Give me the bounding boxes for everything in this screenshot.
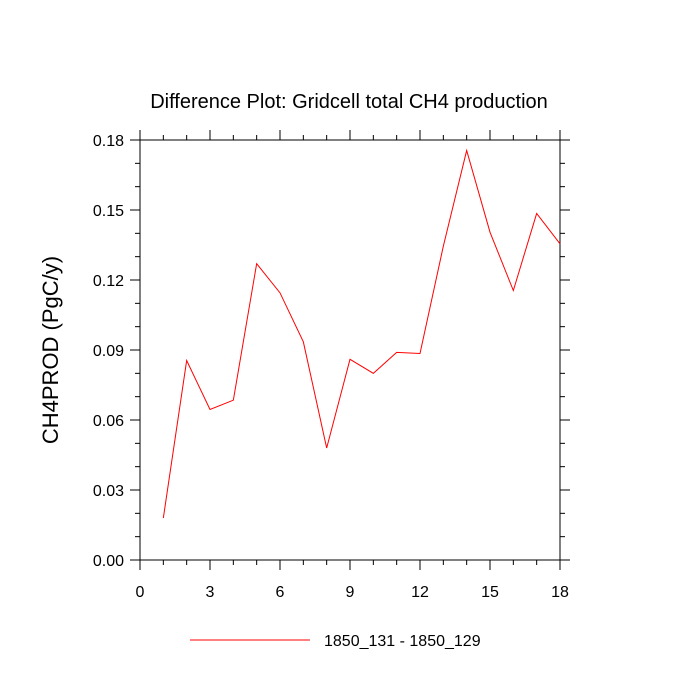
x-tick-label: 12 [411, 584, 429, 601]
x-tick-label: 6 [276, 584, 285, 601]
series-line [162, 148, 561, 519]
y-tick-label: 0.09 [93, 343, 124, 360]
x-tick-label: 3 [206, 584, 215, 601]
y-tick-label: 0.18 [93, 133, 124, 150]
y-tick-label: 0.03 [93, 483, 124, 500]
x-tick-label: 9 [346, 584, 355, 601]
x-tick-label: 0 [136, 584, 145, 601]
y-tick-label: 0.15 [93, 203, 124, 220]
x-tick-label: 15 [481, 584, 499, 601]
plot-frame [139, 139, 561, 561]
x-tick-label: 18 [551, 584, 569, 601]
y-axis-label: CH4PROD (PgC/y) [38, 256, 63, 444]
legend-label: 1850_131 - 1850_129 [324, 633, 481, 650]
y-tick-label: 0.00 [93, 553, 124, 570]
axes: 0 3 6 9 12 15 18 0.00 0.03 0.06 0.09 0.12 0.15 0.18 [93, 130, 570, 601]
chart-title: Difference Plot: Gridcell total CH4 prod… [150, 91, 548, 113]
plot-series [162, 148, 561, 519]
legend: 1850_131 - 1850_129 [190, 633, 481, 650]
y-tick-label: 0.12 [93, 273, 124, 290]
y-tick-label: 0.06 [93, 413, 124, 430]
